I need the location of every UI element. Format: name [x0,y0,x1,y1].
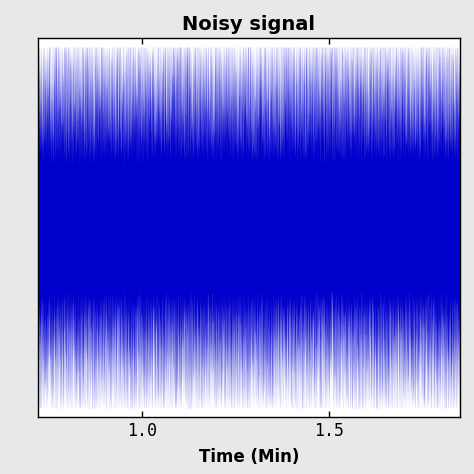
X-axis label: Time (Min): Time (Min) [199,448,299,466]
Title: Noisy signal: Noisy signal [182,15,315,34]
